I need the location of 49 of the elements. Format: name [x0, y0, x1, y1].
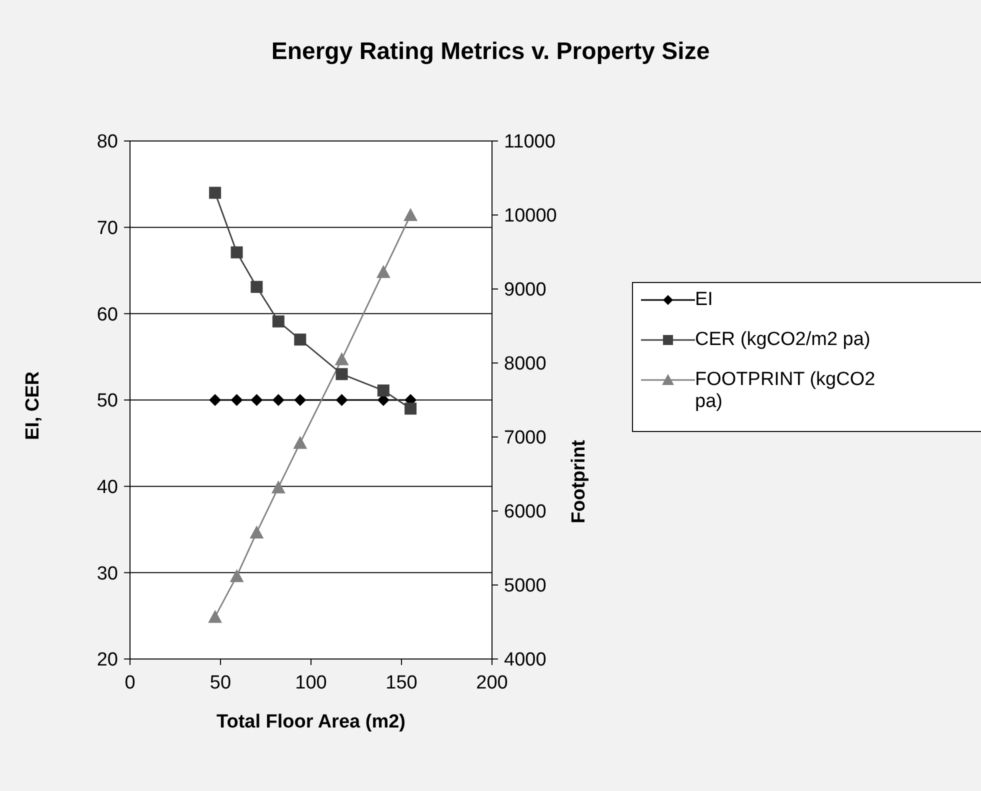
- x-tick-label: 0: [124, 672, 136, 694]
- y-tick-label: 30: [96, 563, 118, 584]
- chart-title: Energy Rating Metrics v. Property Size: [270, 38, 711, 66]
- x-tick-label: 150: [386, 672, 418, 694]
- y2-axis-title: Footprint: [568, 439, 590, 524]
- point: [208, 610, 222, 623]
- y2-tick-label: 4000: [504, 650, 546, 671]
- y2-tick-label: 7000: [504, 428, 546, 449]
- point: [230, 569, 244, 582]
- point: [334, 352, 349, 366]
- point: [250, 394, 263, 406]
- y2-tick-label: 6000: [504, 502, 546, 523]
- point: [376, 264, 390, 278]
- y-tick-label: 20: [96, 650, 118, 671]
- y2-tick-label: 9000: [504, 280, 546, 301]
- x-tick-label: 100: [295, 672, 327, 694]
- x-axis-title: Total Floor Area (m2): [216, 711, 406, 732]
- point: [404, 402, 417, 415]
- y2-tick-label: 10000: [504, 206, 557, 227]
- y-tick-label: 80: [96, 132, 118, 153]
- point: [377, 384, 390, 397]
- y-tick-label: 50: [96, 390, 118, 412]
- y-tick-label: 60: [96, 304, 118, 326]
- legend-label: FOOTPRINT (kgCO2 pa): [695, 369, 876, 413]
- point: [336, 394, 348, 406]
- point: [272, 394, 284, 406]
- point: [404, 208, 418, 221]
- y-tick-label: 40: [96, 477, 118, 498]
- y2-tick-label: 11000: [504, 132, 556, 153]
- legend-label: CER (kgCO2/m2 pa): [695, 329, 872, 351]
- y2-tick-label: 8000: [504, 354, 546, 375]
- legend-label: EI: [695, 289, 714, 311]
- x-tick-label: 50: [210, 672, 232, 694]
- point: [272, 315, 284, 328]
- y-axis-title: EI, CER: [22, 371, 44, 440]
- point: [293, 436, 308, 449]
- y2-tick-label: 5000: [504, 576, 546, 597]
- point: [250, 525, 264, 538]
- point: [294, 334, 306, 346]
- point: [336, 368, 348, 380]
- point: [230, 246, 243, 258]
- y-tick-label: 70: [96, 218, 118, 240]
- point: [271, 480, 286, 494]
- x-tick-label: 200: [476, 672, 508, 694]
- point: [294, 394, 306, 406]
- point: [209, 186, 222, 199]
- point: [230, 394, 243, 406]
- point: [209, 394, 222, 406]
- point: [250, 280, 263, 293]
